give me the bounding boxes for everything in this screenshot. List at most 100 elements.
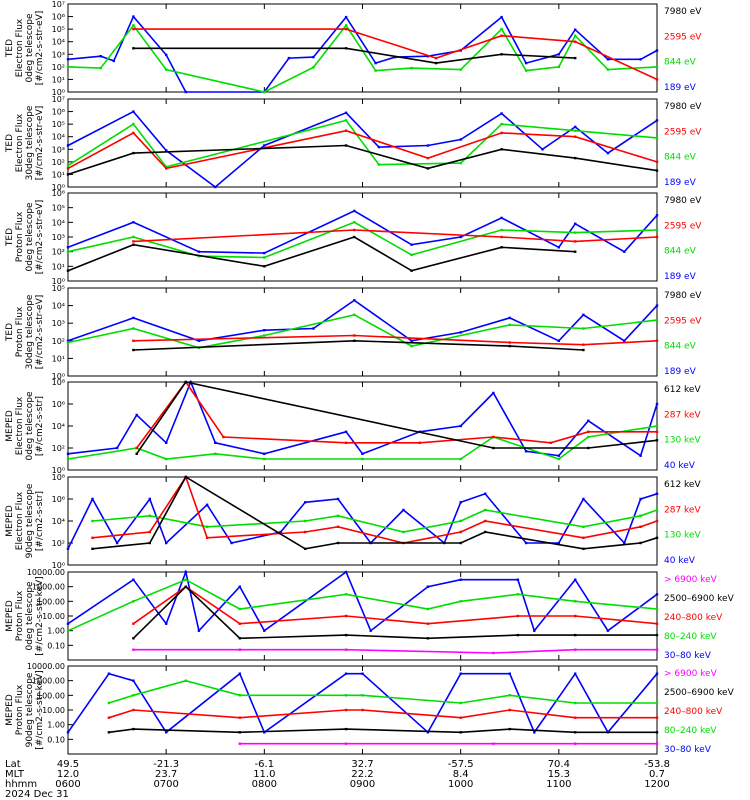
data-point [304, 519, 307, 523]
data-point [107, 716, 111, 719]
series-line [133, 28, 658, 81]
series-line [92, 475, 658, 550]
data-point [205, 536, 209, 539]
data-point [623, 250, 626, 253]
series-line [133, 339, 584, 351]
data-point [533, 731, 536, 734]
data-point [655, 430, 659, 433]
y-axis-label: MEPED [5, 694, 15, 726]
data-point [135, 413, 138, 417]
data-point [500, 53, 503, 56]
data-point [165, 441, 168, 444]
y-tick-label: 10⁴ [52, 422, 65, 431]
legend-entry: 40 keV [664, 461, 696, 471]
legend-entry: 612 keV [664, 480, 701, 490]
legend-entry: 240–800 keV [664, 707, 723, 717]
data-point [112, 59, 115, 63]
data-point [587, 446, 590, 450]
data-point [655, 318, 659, 322]
data-point [574, 578, 577, 581]
y-axis-label: Electron Flux [15, 18, 25, 77]
data-point [434, 56, 438, 60]
data-point [344, 742, 348, 745]
y-tick-label: 10³ [52, 50, 65, 59]
data-point [165, 622, 168, 625]
data-point [574, 633, 577, 637]
data-point [639, 541, 642, 545]
data-point [655, 235, 659, 239]
data-point [184, 679, 187, 682]
data-point [66, 339, 70, 342]
y-tick-label: 10⁴ [52, 38, 65, 47]
legend-entry: 2595 eV [664, 221, 702, 231]
data-point [606, 68, 610, 71]
data-point [639, 525, 642, 528]
data-point [655, 214, 659, 217]
series-line [132, 585, 658, 625]
data-point [606, 58, 610, 61]
y-axis-label: Electron Flux [15, 491, 25, 550]
y-axis-label: 0deg telescope [25, 581, 35, 651]
data-point [263, 457, 266, 461]
data-point [148, 541, 151, 545]
legend-entry: 189 eV [664, 367, 697, 377]
data-point [132, 235, 135, 239]
data-point [508, 672, 511, 675]
y-tick-label: 10² [52, 63, 65, 72]
data-point [374, 61, 377, 65]
legend-entry: 7980 eV [664, 102, 702, 112]
y-tick-label: 10³ [52, 319, 65, 328]
y-tick-label: 10⁵ [52, 284, 65, 293]
data-point [459, 541, 462, 545]
series-line [133, 648, 657, 654]
data-point [115, 446, 119, 450]
data-point [222, 435, 225, 439]
y-axis-label: [#/cm2-s-str-eV] [35, 200, 45, 275]
data-point [344, 614, 348, 618]
data-point [500, 27, 503, 31]
data-point [344, 570, 348, 574]
data-point [148, 530, 151, 534]
series-line [136, 380, 657, 449]
data-point [459, 501, 462, 504]
data-point [500, 131, 503, 135]
data-point [655, 519, 659, 523]
data-point [132, 240, 135, 243]
y-tick-label: 10⁶ [52, 495, 65, 504]
data-point [655, 742, 659, 745]
data-point [304, 501, 307, 504]
y-axis-label: 0deg telescope [25, 391, 35, 461]
data-point [459, 716, 462, 719]
series-line [67, 119, 658, 168]
footer-mlt-value: 8.4 [453, 769, 469, 780]
data-point [132, 637, 135, 640]
footer-mlt-value: 0.7 [649, 769, 665, 780]
series-line [108, 728, 657, 734]
y-tick-label: 10⁸ [52, 473, 65, 482]
data-point [459, 519, 462, 523]
data-point [639, 514, 642, 517]
legend-entry: 130 keV [664, 531, 701, 541]
data-point [230, 541, 233, 545]
y-tick-label: 10⁷ [52, 95, 65, 104]
footer-lat-value: 49.5 [57, 759, 79, 770]
data-point [492, 391, 495, 395]
footer-hhmm-value: 0900 [350, 779, 375, 790]
data-point [148, 497, 151, 501]
legend-entry: 2500–6900 keV [664, 688, 735, 698]
data-point [132, 122, 135, 126]
data-point [238, 585, 241, 588]
data-point [263, 329, 266, 332]
data-point [655, 593, 659, 596]
data-point [165, 53, 168, 57]
data-point [238, 694, 241, 697]
data-point [492, 742, 495, 745]
data-point [344, 27, 348, 31]
chart-panel-4: 10⁵ 10⁴ 10³ 10² 10¹ 10⁰ TED Proton Flux 30deg te… [5, 284, 702, 381]
data-point [312, 66, 315, 69]
data-point [606, 629, 610, 632]
data-point [508, 708, 511, 712]
data-point [132, 327, 135, 330]
data-point [655, 119, 659, 122]
